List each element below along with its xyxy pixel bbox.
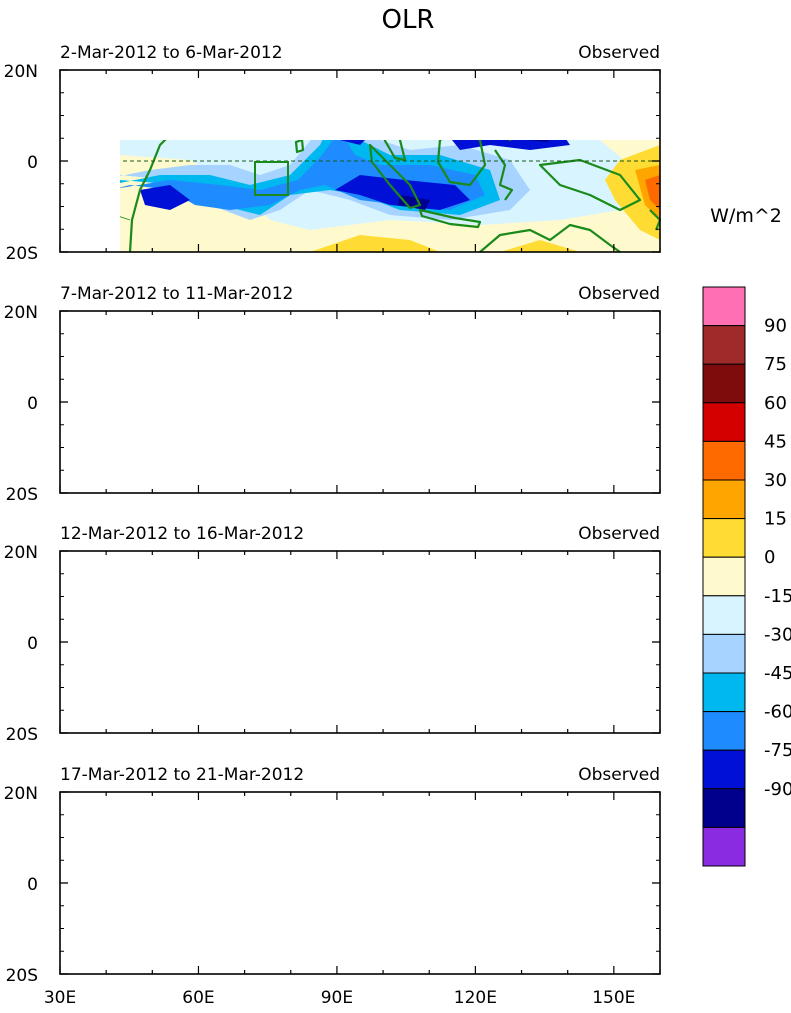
colorbar-label: 60: [764, 393, 787, 414]
colorbar-swatch: [702, 633, 746, 674]
panel-frame: [59, 550, 661, 734]
colorbar-swatch: [702, 363, 746, 404]
colorbar-swatch: [702, 286, 746, 327]
latitude-label: 20S: [6, 966, 38, 986]
figure-title: OLR: [381, 5, 434, 35]
latitude-label: 0: [27, 394, 38, 414]
panel-1: 2-Mar-2012 to 6-Mar-2012 Observed: [59, 43, 662, 254]
colorbar: 90 75 60 45 30 15 0 -15 -30 -45 -60 -75 -90: [702, 286, 791, 867]
latitude-label: 20S: [6, 244, 38, 264]
colorbar-label: -30: [764, 624, 791, 645]
latitude-label: 20N: [4, 62, 38, 82]
colorbar-label: 75: [764, 354, 787, 375]
colorbar-label: 0: [764, 547, 775, 568]
longitude-label: 120E: [454, 988, 497, 1008]
panel-source: Observed: [578, 43, 660, 63]
colorbar-swatch: [702, 711, 746, 751]
panel-period: 17-Mar-2012 to 21-Mar-2012: [60, 765, 304, 785]
latitude-label: 20S: [6, 725, 38, 745]
colorbar-label: 30: [764, 470, 787, 491]
panels: 2-Mar-2012 to 6-Mar-2012 Observed 7-Mar-…: [59, 43, 662, 975]
colorbar-label: -60: [764, 702, 791, 723]
latitude-label: 0: [27, 153, 38, 173]
colorbar-label: 90: [764, 316, 787, 337]
panel-period: 7-Mar-2012 to 11-Mar-2012: [60, 284, 293, 304]
latitude-label: 20N: [4, 543, 38, 563]
panel-4: 17-Mar-2012 to 21-Mar-2012 Observed: [59, 765, 661, 975]
colorbar-label: -15: [764, 586, 791, 607]
colorbar-swatch: [702, 595, 746, 635]
latitude-label: 20N: [4, 784, 38, 804]
latitude-labels: 20N 0 20S 20N 0 20S 20N 0 20S 20N 0 20S: [4, 62, 661, 986]
colorbar-label: -45: [764, 663, 791, 684]
latitude-label: 0: [27, 875, 38, 895]
panel-source: Observed: [578, 765, 660, 785]
colorbar-swatch: [702, 402, 746, 442]
longitude-label: 30E: [44, 988, 76, 1008]
latitude-label: 0: [27, 634, 38, 654]
panel-period: 2-Mar-2012 to 6-Mar-2012: [60, 43, 283, 63]
colorbar-swatch: [702, 556, 746, 597]
colorbar-label: 15: [764, 509, 787, 530]
longitude-label: 90E: [321, 988, 353, 1008]
panel-source: Observed: [578, 524, 660, 544]
colorbar-swatch: [702, 440, 746, 481]
panel-source: Observed: [578, 284, 660, 304]
colorbar-label: -90: [764, 779, 791, 800]
longitude-label: 60E: [182, 988, 214, 1008]
panel-3: 12-Mar-2012 to 16-Mar-2012 Observed: [59, 524, 661, 734]
latitude-label: 20S: [6, 485, 38, 505]
colorbar-units: W/m^2: [710, 205, 782, 227]
colorbar-label: -75: [764, 740, 791, 761]
colorbar-label: 45: [764, 431, 787, 452]
colorbar-swatch: [702, 749, 746, 790]
longitude-label: 150E: [592, 988, 635, 1008]
colorbar-swatch: [702, 788, 746, 828]
panel-frame: [59, 791, 661, 975]
colorbar-swatch: [702, 518, 746, 558]
colorbar-swatch: [702, 672, 746, 713]
panel-period: 12-Mar-2012 to 16-Mar-2012: [60, 524, 304, 544]
colorbar-swatch: [702, 479, 746, 520]
colorbar-swatch: [702, 826, 746, 867]
longitude-axis: 30E 60E 90E 120E 150E: [44, 988, 636, 1008]
latitude-label: 20N: [4, 303, 38, 323]
panel-2: 7-Mar-2012 to 11-Mar-2012 Observed: [59, 284, 661, 494]
colorbar-swatch: [702, 325, 746, 365]
panel-frame: [59, 310, 661, 494]
